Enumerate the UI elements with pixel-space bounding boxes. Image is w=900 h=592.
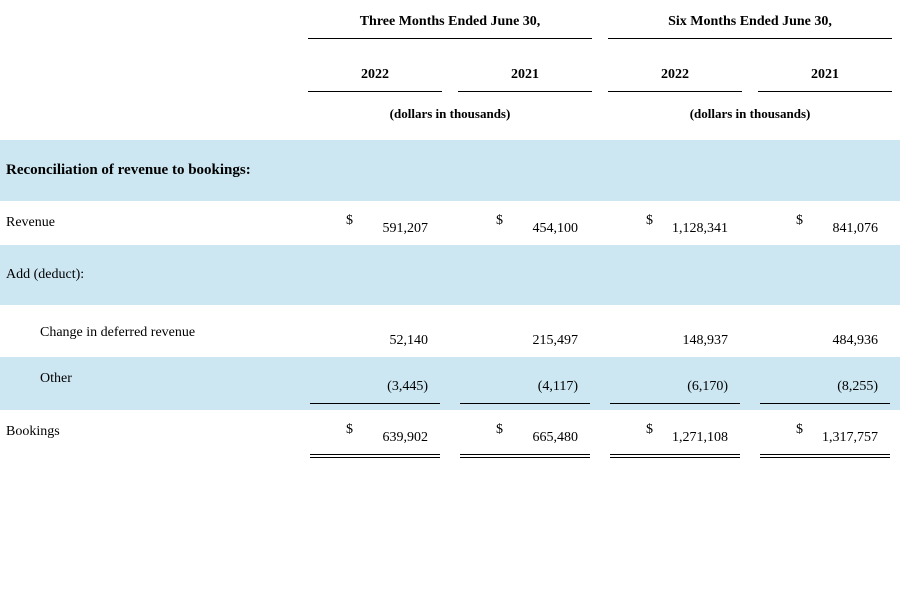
value: (6,170) [600,357,728,403]
units-six-months: (dollars in thousands) [600,92,900,140]
value: 215,497 [450,305,578,357]
cell-deferred-h2022: 148,937 [600,305,750,357]
dollar-sign: $ [300,203,428,221]
section-heading-row: Reconciliation of revenue to bookings: [0,140,900,201]
cell-other-q2021: (4,117) [450,357,600,403]
cell-revenue-h2021: $ 841,076 [750,201,900,245]
units-row: (dollars in thousands) (dollars in thous… [0,92,900,140]
value: 591,207 [300,221,428,245]
year-header-h2021: 2021 [750,39,900,91]
cell-deferred-q2022: 52,140 [300,305,450,357]
row-label-add-deduct: Add (deduct): [0,245,900,305]
units-three-months: (dollars in thousands) [300,92,600,140]
period-header-six-months: Six Months Ended June 30, [600,0,900,38]
value: 639,902 [300,430,428,454]
row-label-other: Other [0,357,300,403]
cell-other-q2022: (3,445) [300,357,450,403]
cell-revenue-h2022: $ 1,128,341 [600,201,750,245]
value: 52,140 [300,305,428,357]
value: (4,117) [450,357,578,403]
cell-bookings-h2021: $ 1,317,757 [750,410,900,454]
row-bookings-double-underline [0,454,900,458]
row-deferred: Change in deferred revenue 52,140 215,49… [0,305,900,357]
value: 454,100 [450,221,578,245]
cell-revenue-q2021: $ 454,100 [450,201,600,245]
row-add-deduct: Add (deduct): [0,245,900,305]
dollar-sign: $ [600,412,728,430]
row-label-revenue: Revenue [0,201,300,245]
cell-deferred-q2021: 215,497 [450,305,600,357]
value: 841,076 [750,221,878,245]
row-other: Other (3,445) (4,117) (6,170) (8,255) [0,357,900,403]
section-heading: Reconciliation of revenue to bookings: [0,140,900,201]
value: 148,937 [600,305,728,357]
dollar-sign: $ [750,203,878,221]
year-header-q2021: 2021 [450,39,600,91]
cell-other-h2021: (8,255) [750,357,900,403]
cell-revenue-q2022: $ 591,207 [300,201,450,245]
cell-deferred-h2021: 484,936 [750,305,900,357]
financial-table: Three Months Ended June 30, Six Months E… [0,0,900,458]
value: 1,317,757 [750,430,878,454]
year-header-h2022: 2022 [600,39,750,91]
dollar-sign: $ [450,203,578,221]
dollar-sign: $ [300,412,428,430]
row-label-deferred: Change in deferred revenue [0,305,300,357]
dollar-sign: $ [450,412,578,430]
year-header-q2022: 2022 [300,39,450,91]
dollar-sign: $ [750,412,878,430]
period-header-row: Three Months Ended June 30, Six Months E… [0,0,900,38]
value: (8,255) [750,357,878,403]
cell-bookings-h2022: $ 1,271,108 [600,410,750,454]
value: 665,480 [450,430,578,454]
value: (3,445) [300,357,428,403]
row-label-bookings: Bookings [0,410,300,454]
value: 484,936 [750,305,878,357]
row-revenue: Revenue $ 591,207 $ 454,100 $ 1,128,341 … [0,201,900,245]
cell-other-h2022: (6,170) [600,357,750,403]
row-bookings: Bookings $ 639,902 $ 665,480 $ 1,271,108… [0,410,900,454]
cell-bookings-q2022: $ 639,902 [300,410,450,454]
value: 1,128,341 [600,221,728,245]
value: 1,271,108 [600,430,728,454]
period-header-three-months: Three Months Ended June 30, [300,0,600,38]
cell-bookings-q2021: $ 665,480 [450,410,600,454]
year-header-row: 2022 2021 2022 2021 [0,39,900,91]
dollar-sign: $ [600,203,728,221]
